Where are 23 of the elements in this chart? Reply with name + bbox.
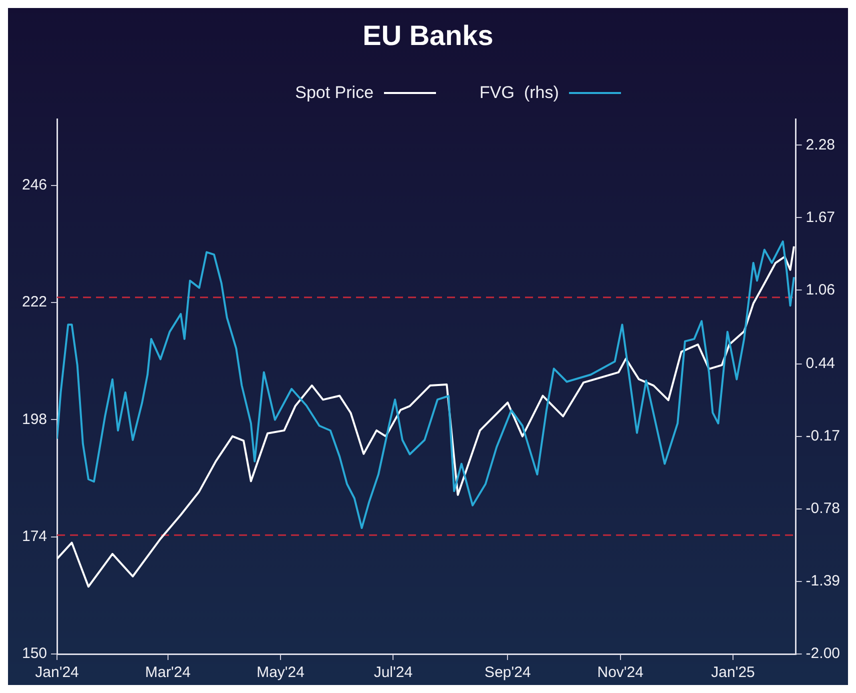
y-tick-label: 198 xyxy=(22,410,48,428)
y2-tick-label: -0.17 xyxy=(806,428,840,445)
y2-tick-label: -2.00 xyxy=(806,645,840,662)
x-tick-label: May'24 xyxy=(256,664,304,682)
x-tick-label: Jul'24 xyxy=(374,664,413,682)
x-tick-label: Jan'24 xyxy=(35,664,79,682)
y2-tick-label: 0.44 xyxy=(806,355,836,372)
x-tick-label: Mar'24 xyxy=(145,664,191,682)
y2-tick-label: 1.67 xyxy=(806,208,836,226)
y2-tick-label: -1.39 xyxy=(806,572,840,590)
chart-title: EU Banks xyxy=(362,19,494,53)
y-tick-label: 150 xyxy=(22,645,48,662)
y-tick-label: 174 xyxy=(22,528,48,545)
x-tick-label: Jan'25 xyxy=(711,664,755,682)
y2-tick-label: 1.06 xyxy=(806,281,836,298)
y2-tick-label: 2.28 xyxy=(806,136,836,154)
y2-tick-label: -0.78 xyxy=(806,500,840,518)
legend-label: FVG (rhs) xyxy=(480,83,559,103)
x-tick-label: Nov'24 xyxy=(597,664,644,682)
x-tick-label: Sep'24 xyxy=(484,664,531,682)
y-tick-label: 222 xyxy=(22,294,48,311)
y-tick-label: 246 xyxy=(22,176,48,194)
legend-label: Spot Price xyxy=(295,83,374,103)
